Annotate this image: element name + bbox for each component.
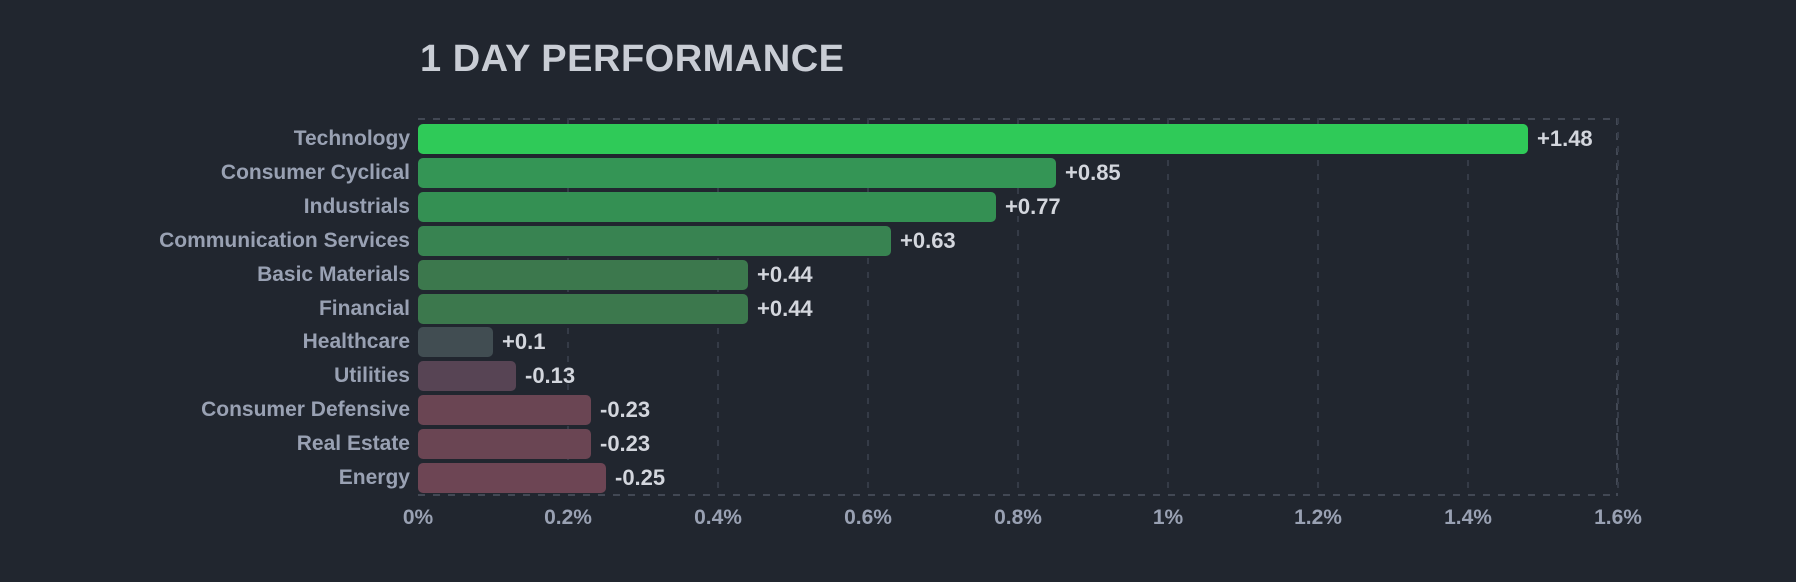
bar-value-communication-services: +0.63 [900,228,956,253]
sector-label-energy: Energy [338,466,410,489]
x-tick-label-0-2pct: 0.2% [544,506,592,529]
bar-value-utilities: -0.13 [525,363,576,388]
gridline-0.6 [867,118,869,496]
sector-label-technology: Technology [293,127,410,150]
chart-title: 1 DAY PERFORMANCE [420,38,845,80]
sector-label-industrials: Industrials [303,195,410,218]
bar-healthcare[interactable] [418,327,493,357]
x-tick-label-1pct: 1% [1152,506,1184,529]
bar-value-real-estate: -0.23 [600,431,651,456]
bar-value-technology: +1.48 [1537,126,1593,151]
bar-basic-materials[interactable] [418,260,748,290]
bar-financial[interactable] [418,294,748,324]
sector-label-consumer-cyclical: Consumer Cyclical [220,161,410,184]
bar-industrials[interactable] [418,192,996,222]
gridline-0.8 [1017,118,1019,496]
bar-real-estate[interactable] [418,429,591,459]
sector-label-healthcare: Healthcare [302,330,410,353]
x-tick-label-0pct: 0% [402,506,434,529]
bar-consumer-defensive[interactable] [418,395,591,425]
sector-label-communication-services: Communication Services [159,229,410,252]
gridline-1.4 [1467,118,1469,496]
bar-value-industrials: +0.77 [1005,194,1061,219]
gridline-1.6 [1617,118,1619,496]
x-tick-label-0-8pct: 0.8% [994,506,1042,529]
sector-label-utilities: Utilities [334,364,410,387]
x-tick-label-0-6pct: 0.6% [844,506,892,529]
x-tick-label-1-4pct: 1.4% [1444,506,1492,529]
bar-consumer-cyclical[interactable] [418,158,1056,188]
bar-communication-services[interactable] [418,226,891,256]
x-tick-label-1-6pct: 1.6% [1594,506,1642,529]
x-tick-label-0-4pct: 0.4% [694,506,742,529]
bar-value-healthcare: +0.1 [502,329,546,354]
gridline-1 [1167,118,1169,496]
sector-label-real-estate: Real Estate [296,432,410,455]
gridline-1.2 [1317,118,1319,496]
x-tick-label-1-2pct: 1.2% [1294,506,1342,529]
bar-technology[interactable] [418,124,1528,154]
sector-label-basic-materials: Basic Materials [257,263,410,286]
bar-value-consumer-defensive: -0.23 [600,397,651,422]
bar-value-financial: +0.44 [757,296,813,321]
bar-energy[interactable] [418,463,606,493]
sector-label-financial: Financial [318,297,410,320]
bar-value-energy: -0.25 [615,465,666,490]
bar-utilities[interactable] [418,361,516,391]
bar-value-consumer-cyclical: +0.85 [1065,160,1121,185]
bar-value-basic-materials: +0.44 [757,262,813,287]
sector-label-consumer-defensive: Consumer Defensive [201,398,410,421]
